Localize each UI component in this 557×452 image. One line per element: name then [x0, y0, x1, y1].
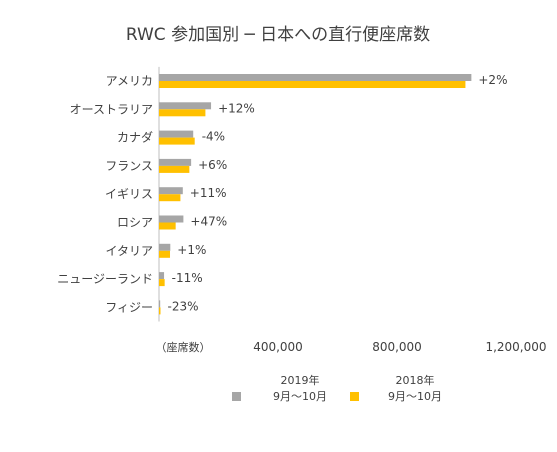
change-label: +47%: [190, 215, 227, 229]
bar-current: [159, 102, 212, 110]
x-tick-label: 1,200,000: [485, 340, 546, 354]
unit-label: （座席数）: [156, 340, 211, 354]
bar-group: [159, 74, 472, 315]
change-label: +6%: [198, 158, 227, 172]
bar-current: [159, 272, 165, 280]
category-label: カナダ: [117, 130, 153, 145]
category-label: オーストラリア: [70, 102, 153, 116]
bar-previous: [159, 165, 190, 173]
bar-current: [159, 74, 472, 81]
bar-current: [159, 130, 194, 138]
legend-swatch: [350, 392, 359, 401]
bar-previous: [159, 81, 466, 88]
change-label: -23%: [167, 299, 198, 313]
bar-current: [159, 215, 184, 223]
x-tick-label: 400,000: [253, 340, 303, 354]
change-label: +12%: [218, 101, 255, 115]
bar-previous: [159, 250, 171, 258]
category-label: アメリカ: [106, 74, 153, 88]
bar-previous: [159, 307, 161, 315]
change-labels: +2% +12% -4% +6% +11% +47% +1% -11% -23%: [167, 73, 507, 313]
x-tick-label: 800,000: [372, 340, 422, 354]
bar-current: [159, 158, 192, 166]
change-label: -11%: [172, 271, 203, 285]
bar-previous: [159, 194, 181, 202]
category-label: ロシア: [117, 216, 153, 230]
bar-previous: [159, 137, 195, 145]
legend: 2019年 9月〜10月 2018年 9月〜10月: [232, 373, 442, 403]
legend-label: 2019年 9月〜10月: [273, 373, 327, 403]
x-tick-labels: 400,000 800,000 1,200,000: [253, 340, 546, 354]
bar-previous: [159, 222, 176, 230]
change-label: +1%: [177, 243, 206, 257]
legend-label: 2018年 9月〜10月: [388, 373, 442, 403]
bar-current: [159, 243, 171, 251]
bar-current: [159, 300, 161, 308]
legend-swatch: [232, 392, 241, 401]
bar-current: [159, 187, 183, 195]
category-label: フランス: [105, 159, 153, 173]
category-labels: アメリカオーストラリアカナダフランスイギリスロシアイタリアニュージーランドフィジ…: [57, 74, 153, 314]
category-label: イギリス: [105, 187, 153, 201]
change-label: +11%: [190, 186, 227, 200]
bar-previous: [159, 109, 206, 117]
change-label: -4%: [202, 130, 225, 144]
bar-previous: [159, 279, 165, 287]
chart-title: RWC 参加国別 ─ 日本への直行便座席数: [126, 25, 430, 45]
category-label: フィジー: [105, 300, 153, 314]
category-label: ニュージーランド: [57, 272, 153, 286]
category-label: イタリア: [105, 244, 153, 258]
change-label: +2%: [478, 73, 507, 87]
